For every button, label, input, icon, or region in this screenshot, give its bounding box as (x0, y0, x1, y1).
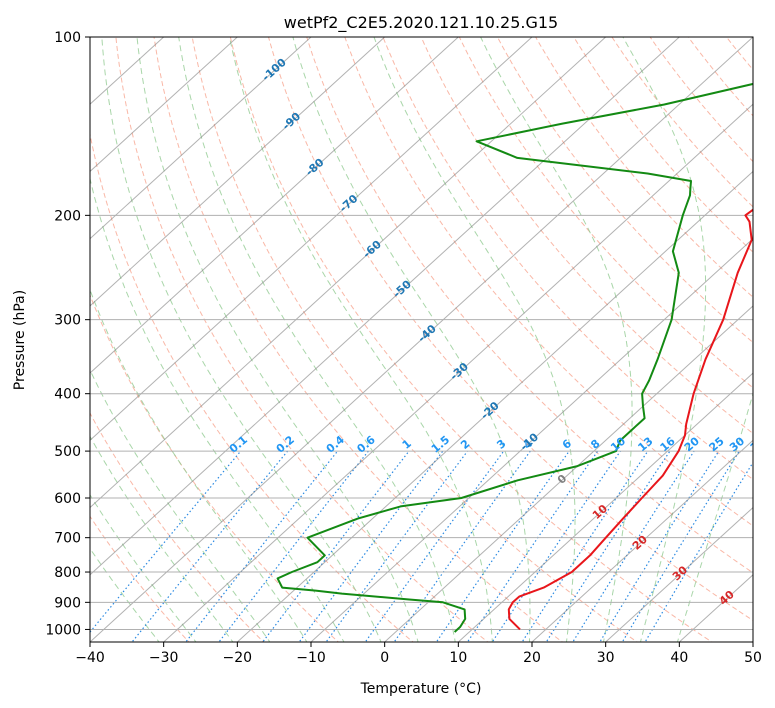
y-tick-label: 200 (54, 208, 81, 224)
pressure-gridlines (90, 37, 753, 630)
mixing-ratio-line (521, 450, 649, 642)
dry-adiabat-line (573, 37, 753, 253)
mixing-ratio-line (218, 450, 369, 642)
plot-area: 0.10.20.40.611.52346810131620253036-100-… (90, 37, 768, 642)
mixing-ratio-line (466, 450, 599, 642)
temperature-line (507, 208, 753, 631)
y-axis-ticks: 100 200 300 400 500 600 700 800 900 1000 (45, 30, 90, 638)
y-tick-label: 500 (54, 444, 81, 460)
mixing-ratio-line (435, 450, 570, 642)
x-tick-label: 50 (744, 650, 762, 666)
isotherm-line (604, 506, 753, 642)
y-tick-label: 100 (54, 30, 81, 46)
x-tick-label: −40 (75, 650, 105, 666)
profile-lines (276, 82, 753, 633)
dry-adiabat-line (344, 37, 753, 527)
dewpoint-line (276, 82, 753, 633)
dry-adiabat-line (229, 37, 713, 642)
mixing-ratio-line (131, 450, 289, 642)
isotherms (90, 37, 753, 642)
isotherm-line (310, 237, 753, 642)
isotherm-line (236, 170, 753, 642)
y-tick-label: 400 (54, 387, 81, 403)
x-tick-label: 10 (449, 650, 467, 666)
moist-adiabat-line (90, 176, 345, 642)
isotherm-line (531, 439, 753, 642)
mixing-ratio-line (599, 450, 720, 642)
dry-adiabat-line (611, 37, 753, 208)
x-tick-label: −10 (296, 650, 326, 666)
mixing-ratio-line (90, 450, 242, 634)
x-axis-ticks: −40 −30 −20 −10 0 10 20 30 40 50 (75, 642, 762, 666)
y-tick-label: 600 (54, 491, 81, 507)
moist-adiabat-line (101, 37, 382, 642)
isotherm-line (162, 103, 753, 642)
dry-adiabat-line (267, 37, 753, 622)
mixing-ratio-lines (90, 450, 753, 642)
mixing-ratio-line (325, 450, 468, 642)
y-tick-label: 800 (54, 565, 81, 581)
dry-adiabat-line (382, 37, 753, 481)
x-axis-label: Temperature (°C) (360, 681, 482, 697)
mixing-ratio-line (621, 450, 740, 642)
y-tick-label: 700 (54, 531, 81, 547)
dry-adiabat-line (153, 37, 564, 642)
y-axis-label: Pressure (hPa) (12, 290, 28, 390)
dry-adiabat-line (496, 37, 753, 344)
mixing-ratio-line (644, 461, 753, 642)
dry-adiabat-line (420, 37, 753, 435)
isotherm-line (90, 37, 239, 173)
plot-frame (89, 36, 754, 643)
x-tick-label: 20 (523, 650, 541, 666)
isotherm-line (90, 37, 681, 576)
x-tick-label: −30 (149, 650, 179, 666)
y-tick-label: 1000 (45, 622, 81, 638)
dry-adiabat-line (306, 37, 753, 574)
dry-adiabats (90, 37, 753, 642)
mixing-ratio-label: 36 (748, 434, 768, 454)
isotherm-line (90, 37, 607, 509)
isotherm-line (457, 372, 753, 642)
mixing-ratio-line (185, 450, 339, 642)
x-tick-label: 40 (670, 650, 688, 666)
isotherm-line (90, 37, 533, 442)
dry-adiabat-line (90, 412, 265, 642)
y-tick-label: 300 (54, 313, 81, 329)
isotherm-line (90, 37, 753, 642)
y-tick-label: 900 (54, 595, 81, 611)
dry-adiabat-line (458, 37, 753, 389)
x-tick-label: 0 (380, 650, 389, 666)
isotherm-line (90, 37, 460, 374)
isotherm-line (383, 305, 753, 642)
x-tick-label: 30 (597, 650, 615, 666)
mixing-ratio-line (261, 450, 410, 642)
dry-adiabat-line (191, 37, 638, 642)
isotherm-line (90, 37, 386, 307)
x-tick-label: −20 (223, 650, 253, 666)
chart-title: wetPf2_C2E5.2020.121.10.25.G15 (284, 13, 558, 33)
dry-adiabat-line (90, 293, 340, 642)
mixing-ratio-line (298, 450, 444, 642)
isotherm-line (90, 37, 312, 240)
